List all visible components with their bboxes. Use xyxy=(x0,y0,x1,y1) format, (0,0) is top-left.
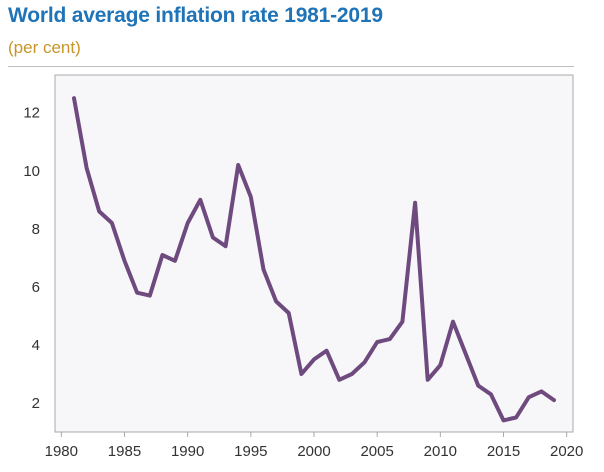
data-points xyxy=(73,98,555,421)
title-divider xyxy=(8,66,574,67)
x-tick-label: 1980 xyxy=(45,443,78,460)
x-axis-ticks: 1980 1985 1990 1995 2000 2005 2010 2015 2020 xyxy=(45,432,583,460)
y-tick-label: 6 xyxy=(32,279,40,296)
x-tick-label: 1985 xyxy=(108,443,141,460)
x-tick-label: 2010 xyxy=(424,443,457,460)
x-tick-label: 2020 xyxy=(550,443,583,460)
x-tick-label: 1990 xyxy=(171,443,204,460)
y-tick-label: 4 xyxy=(32,337,40,354)
chart-subtitle: (per cent) xyxy=(8,38,81,57)
chart-title: World average inflation rate 1981-2019 xyxy=(8,4,383,27)
y-tick-label: 10 xyxy=(23,163,40,180)
plot-area xyxy=(54,74,574,433)
y-tick-label: 8 xyxy=(32,221,40,238)
y-axis-ticks: 2 4 6 8 10 12 xyxy=(23,105,40,412)
x-tick-label: 1995 xyxy=(234,443,267,460)
y-tick-label: 2 xyxy=(32,395,40,412)
x-tick-label: 2005 xyxy=(360,443,393,460)
x-tick-label: 2015 xyxy=(487,443,520,460)
x-tick-label: 2000 xyxy=(297,443,330,460)
y-tick-label: 12 xyxy=(23,105,40,122)
